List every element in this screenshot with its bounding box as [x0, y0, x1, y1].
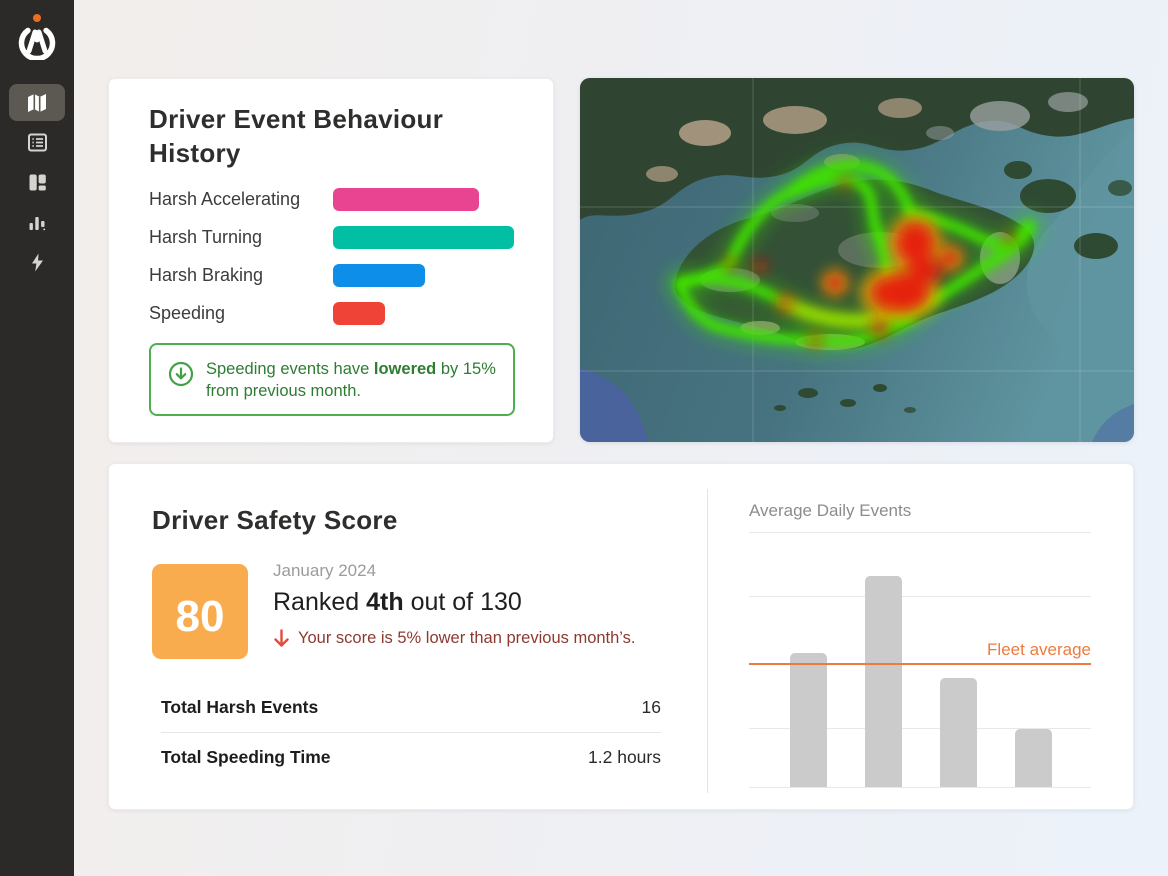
score-info: January 2024 Ranked 4th out of 130 Your … [273, 561, 636, 648]
safety-score-card: Driver Safety Score 80 January 2024 Rank… [108, 463, 1134, 810]
panel-divider [707, 489, 708, 793]
daily-events-chart: Average Daily Events Fleet average [749, 464, 1091, 811]
stat-label: Total Harsh Events [161, 696, 319, 717]
sidebar-item-map[interactable] [9, 84, 65, 121]
safety-score-title: Driver Safety Score [152, 505, 398, 535]
event-row: Speeding [149, 301, 529, 325]
brand-compass-logo [18, 14, 56, 60]
map-heatmap[interactable] [580, 78, 1134, 442]
stat-value: 1.2 hours [588, 747, 661, 767]
event-bar [333, 225, 514, 249]
event-label: Harsh Accelerating [149, 188, 301, 209]
event-bar [333, 187, 479, 211]
event-row: Harsh Accelerating [149, 187, 529, 211]
gridline [749, 532, 1091, 533]
stat-row: Total Speeding Time 1.2 hours [161, 732, 661, 782]
dashboard-icon [29, 174, 46, 191]
stat-value: 16 [641, 696, 661, 717]
sidebar-item-report-list[interactable] [9, 124, 65, 161]
event-label: Harsh Turning [149, 226, 263, 247]
list-icon [27, 133, 47, 152]
daily-events-title: Average Daily Events [749, 501, 912, 520]
lightning-icon [31, 253, 43, 272]
score-month: January 2024 [273, 561, 377, 580]
sidebar-item-events[interactable] [9, 244, 65, 281]
chart-bar [790, 653, 827, 787]
event-bar [333, 301, 385, 325]
event-history-title: Driver Event Behaviour History [149, 104, 444, 168]
speeding-alert: Speeding events have lowered by 15% from… [149, 343, 515, 416]
fleet-average-line [749, 663, 1091, 665]
speeding-alert-text: Speeding events have lowered by 15% from… [206, 360, 496, 401]
event-row: Harsh Braking [149, 263, 529, 287]
sidebar-item-dashboard[interactable] [9, 164, 65, 201]
chart-bar [1015, 729, 1052, 787]
event-history-bars: Harsh Accelerating Harsh Turning Harsh Bra… [149, 187, 529, 339]
score-trend-text: Your score is 5% lower than previous mon… [298, 629, 636, 647]
stats-table: Total Harsh Events 16 Total Speeding Time 1… [161, 682, 661, 782]
down-arrow-icon [274, 629, 289, 647]
bar-chart-icon [29, 216, 46, 230]
event-bar [333, 263, 425, 287]
event-label: Harsh Braking [149, 264, 264, 285]
map-icon [28, 93, 46, 112]
score-value: 80 [175, 591, 225, 641]
sidebar-item-analytics[interactable] [9, 204, 65, 241]
circle-arrow-down-icon [168, 361, 194, 387]
fleet-average-label: Fleet average [987, 640, 1091, 659]
gridline [749, 728, 1091, 729]
score-rank: Ranked 4th out of 130 [273, 588, 522, 616]
stat-label: Total Speeding Time [161, 747, 331, 767]
sidebar-nav [0, 84, 74, 284]
event-row: Harsh Turning [149, 225, 529, 249]
sidebar [0, 0, 74, 876]
stat-row: Total Harsh Events 16 [161, 682, 661, 732]
gridline [749, 596, 1091, 597]
chart-bar [940, 678, 977, 787]
chart-bar [865, 576, 902, 787]
event-history-card: Driver Event Behaviour History Harsh Acc… [108, 78, 554, 443]
gridline [749, 787, 1091, 788]
score-badge: 80 [152, 564, 248, 659]
score-trend: Your score is 5% lower than previous mon… [273, 629, 636, 648]
event-label: Speeding [149, 302, 226, 323]
